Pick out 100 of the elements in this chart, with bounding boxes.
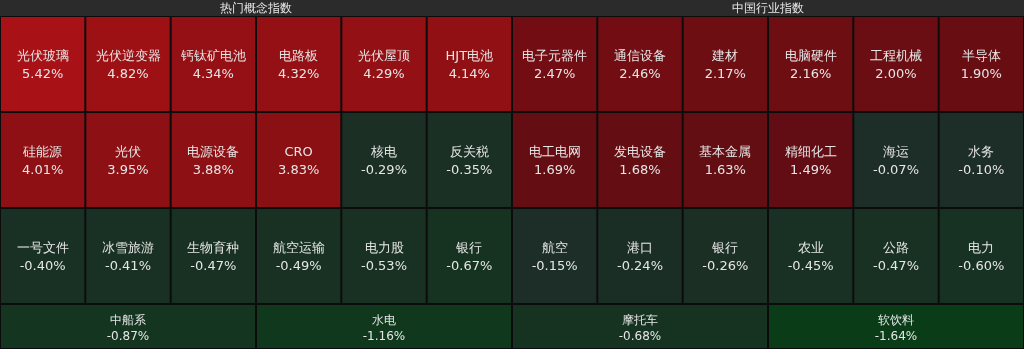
cell: 公路 -0.47%: [853, 208, 939, 304]
cell: 硅能源 4.01%: [0, 112, 86, 208]
cell: 电脑硬件 2.16%: [768, 16, 854, 112]
category-label: 光伏: [115, 144, 141, 159]
data-label: 4.34%: [192, 66, 234, 81]
data-label: 2.17%: [704, 66, 746, 81]
category-label: 农业: [797, 240, 824, 255]
cell: 中船系 -0.87%: [0, 304, 256, 349]
cell: 生物育种 -0.47%: [170, 208, 256, 304]
cell: 航空 -0.15%: [512, 208, 598, 304]
category-label: 航空: [541, 240, 568, 255]
category-label: 电工电网: [528, 144, 581, 159]
category-label: 核电: [370, 144, 397, 159]
data-label: 1.68%: [619, 162, 661, 177]
category-label: 硅能源: [22, 144, 63, 159]
data-label: 4.32%: [278, 66, 320, 81]
cell: 电路板 4.32%: [256, 16, 342, 112]
category-label: 电源设备: [187, 144, 240, 159]
category-label: 冰雪旅游: [102, 240, 154, 255]
category-label: 光伏玻璃: [16, 48, 69, 63]
category-label: 基本金属: [699, 144, 752, 159]
data-label: -1.16%: [362, 328, 406, 343]
category-label: 航空运输: [272, 240, 325, 255]
data-label: 1.90%: [960, 66, 1002, 81]
cell: 软饮料 -1.64%: [768, 304, 1024, 349]
category-label: 中船系: [110, 312, 146, 327]
data-label: -0.45%: [787, 258, 834, 273]
category-label: 光伏屋顶: [358, 48, 410, 63]
data-label: 2.47%: [534, 66, 576, 81]
cell: 银行 -0.67%: [426, 208, 512, 304]
cell: 冰雪旅游 -0.41%: [85, 208, 171, 304]
category-label: 建材: [711, 48, 739, 63]
cell: 水电 -1.16%: [256, 304, 512, 349]
cell: 电力股 -0.53%: [341, 208, 427, 304]
data-label: -0.47%: [190, 258, 237, 273]
data-label: -0.47%: [873, 258, 919, 273]
data-label: -0.15%: [531, 258, 578, 273]
category-label: 电路板: [279, 48, 319, 63]
category-label: 光伏逆变器: [95, 48, 161, 63]
cell: 农业 -0.45%: [768, 208, 854, 304]
category-label: 软饮料: [878, 312, 914, 327]
category-label: 通信设备: [614, 48, 666, 63]
data-label: -0.40%: [19, 258, 66, 273]
data-label: 5.42%: [22, 66, 64, 81]
data-label: -1.64%: [874, 328, 918, 343]
data-label: -0.87%: [106, 328, 150, 343]
data-label: 1.49%: [790, 162, 832, 177]
category-label: 精细化工: [784, 144, 837, 159]
category-label: 电子元器件: [522, 48, 588, 63]
cell: 一号文件 -0.40%: [0, 208, 86, 304]
data-label: -0.24%: [617, 258, 663, 273]
cell: 发电设备 1.68%: [597, 112, 683, 208]
cell: HJT电池 4.14%: [426, 16, 512, 112]
cell: 电力 -0.60%: [938, 208, 1024, 304]
data-label: -0.60%: [958, 258, 1005, 273]
data-label: 3.95%: [107, 162, 149, 177]
category-label: 生物育种: [187, 240, 240, 255]
cell: 建材 2.17%: [682, 16, 768, 112]
data-label: -0.49%: [275, 258, 322, 273]
data-label: 3.83%: [278, 162, 320, 177]
cell: 光伏屋顶 4.29%: [341, 16, 427, 112]
category-label: 电脑硬件: [784, 48, 837, 63]
cell: 电子元器件 2.47%: [512, 16, 598, 112]
data-label: 2.00%: [875, 66, 917, 81]
cell: 水务 -0.10%: [938, 112, 1024, 208]
cell: 通信设备 2.46%: [597, 16, 683, 112]
category-label: 反关税: [449, 144, 489, 159]
data-label: 4.82%: [107, 66, 149, 81]
text: 热门概念指数: [220, 1, 292, 15]
category-label: 海运: [883, 144, 909, 159]
cell: 航空运输 -0.49%: [256, 208, 342, 304]
category-label: 电力: [968, 240, 995, 255]
cell: 工程机械 2.00%: [853, 16, 939, 112]
data-label: 4.29%: [363, 66, 405, 81]
cell: 钙钛矿电池 4.34%: [170, 16, 256, 112]
category-label: 港口: [627, 240, 653, 255]
data-label: 1.69%: [534, 162, 576, 177]
data-label: -0.10%: [958, 162, 1005, 177]
category-label: HJT电池: [445, 48, 494, 63]
data-label: 2.46%: [619, 66, 661, 81]
data-label: -0.35%: [446, 162, 493, 177]
category-label: 水电: [372, 312, 396, 327]
cell: 基本金属 1.63%: [682, 112, 768, 208]
data-label: 2.16%: [790, 66, 832, 81]
category-label: 银行: [711, 240, 739, 255]
cell: 港口 -0.24%: [597, 208, 683, 304]
data-label: -0.67%: [446, 258, 493, 273]
category-label: 摩托车: [622, 312, 658, 327]
category-label: 电力股: [364, 240, 404, 255]
data-label: -0.41%: [105, 258, 151, 273]
data-label: -0.68%: [618, 328, 662, 343]
cell: CRO 3.83%: [256, 112, 342, 208]
cell: 光伏 3.95%: [85, 112, 171, 208]
cell: 光伏玻璃 5.42%: [0, 16, 86, 112]
data-label: -0.53%: [361, 258, 407, 273]
cell: 精细化工 1.49%: [768, 112, 854, 208]
cell: 光伏逆变器 4.82%: [85, 16, 171, 112]
cell: 摩托车 -0.68%: [512, 304, 768, 349]
data-label: -0.26%: [702, 258, 749, 273]
category-label: 半导体: [961, 48, 1001, 63]
